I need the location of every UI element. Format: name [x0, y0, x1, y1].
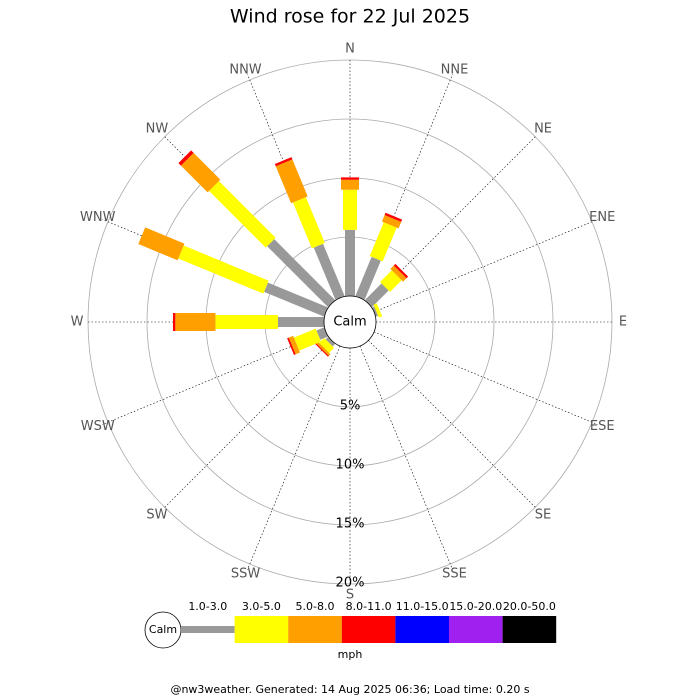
bar-segment [373, 303, 383, 318]
spoke [164, 340, 332, 508]
legend-swatch [395, 616, 449, 643]
bar-segment [381, 214, 402, 229]
legend-label: 5.0-8.0 [296, 600, 335, 613]
legend-swatch [341, 616, 396, 643]
legend-swatch [502, 616, 557, 643]
bars [138, 150, 409, 357]
bar-segment [393, 263, 409, 279]
bar-segment [293, 328, 322, 351]
legend-label: 11.0-15.0 [396, 600, 449, 613]
bar-segment [316, 327, 328, 340]
direction-label: WNW [80, 210, 116, 225]
bar-segment [180, 152, 221, 193]
bar-segment [380, 270, 402, 292]
bar-segment [209, 181, 276, 248]
legend-swatch [234, 616, 289, 643]
ring-label: 5% [340, 399, 361, 414]
bar-segment [313, 243, 345, 300]
footer: @nw3weather. Generated: 14 Aug 2025 06:3… [170, 683, 529, 696]
ring-label: 10% [336, 458, 365, 473]
direction-label: NE [534, 121, 552, 136]
direction-label: E [619, 315, 627, 330]
bar-segment [178, 150, 194, 166]
legend-swatch [288, 616, 342, 643]
legend-label: 1.0-3.0 [188, 600, 227, 613]
calm-circle [323, 295, 377, 349]
bar-segment [315, 343, 329, 357]
legend-label: 3.0-5.0 [242, 600, 281, 613]
bar-segment [138, 227, 185, 261]
legend-label: 15.0-20.0 [449, 600, 502, 613]
bar-segment [264, 282, 328, 317]
ring [146, 118, 554, 526]
bar-segment [364, 283, 389, 308]
direction-label: SSE [442, 567, 467, 582]
direction-label: NNE [441, 62, 469, 77]
spoke [368, 340, 536, 508]
direction-label: NNW [229, 62, 261, 77]
legend: Calm 1.0-3.0 3.0-5.0 5.0-8.0 8.0-11.0 11.0-1… [144, 600, 557, 649]
bar-segment [390, 265, 407, 282]
direction-label: W [71, 315, 84, 330]
bar-segment [267, 239, 336, 308]
direction-label: WSW [81, 419, 115, 434]
direction-label: ENE [589, 210, 615, 225]
calm-label: Calm [333, 315, 366, 330]
direction-label: NW [146, 121, 169, 136]
direction-label: S [346, 588, 354, 603]
chart-title: Wind rose for 22 Jul 2025 [230, 6, 470, 28]
bar-segment [274, 157, 293, 167]
direction-label: SSW [231, 567, 261, 582]
bar-segment [288, 335, 300, 355]
direction-label: N [345, 42, 355, 57]
direction-label: SW [146, 508, 167, 523]
ring-label: 15% [336, 517, 365, 532]
bar-segment [325, 336, 336, 347]
bar-segment [369, 222, 397, 262]
bar-segment [316, 341, 331, 356]
ring-label: 20% [336, 576, 365, 591]
bar-segment [319, 337, 335, 353]
legend-unit: mph [338, 648, 363, 661]
direction-label: ESE [590, 419, 615, 434]
bar-segment [292, 197, 325, 249]
direction-label: SE [535, 508, 551, 523]
bar-segment [355, 256, 381, 300]
legend-label: 20.0-50.0 [503, 600, 556, 613]
bar-segment [178, 245, 269, 294]
legend-calm-label: Calm [149, 623, 177, 636]
bar-segment [275, 159, 308, 204]
legend-swatch [449, 616, 503, 643]
bar-segment [287, 337, 296, 355]
bar-segment [384, 212, 403, 222]
legend-swatch [181, 626, 235, 633]
legend-label: 8.0-11.0 [346, 600, 392, 613]
